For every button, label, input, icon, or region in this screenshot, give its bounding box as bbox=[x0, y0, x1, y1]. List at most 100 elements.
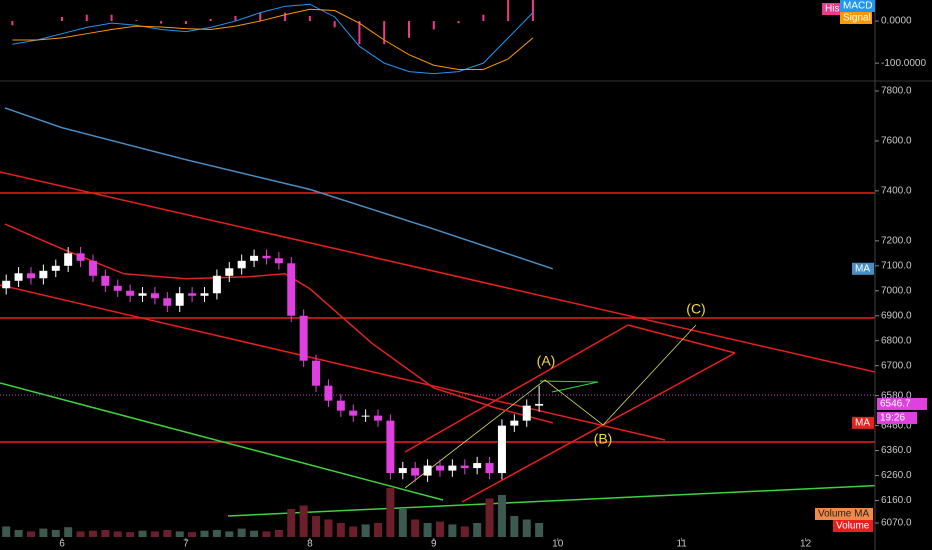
histogram-bar bbox=[209, 18, 212, 22]
channel-line bbox=[627, 324, 736, 354]
price-pane bbox=[2, 107, 553, 537]
volume-bar bbox=[374, 523, 383, 537]
y-tick-label: 6580.0 bbox=[881, 390, 912, 401]
candle-body bbox=[14, 273, 23, 281]
histogram-bar bbox=[184, 21, 187, 24]
axis-label-box bbox=[840, 0, 875, 12]
volume-bar bbox=[212, 530, 221, 537]
volume-bar bbox=[336, 523, 345, 537]
volume-bar bbox=[510, 516, 519, 537]
candle-body bbox=[522, 405, 531, 421]
candle-body bbox=[274, 258, 283, 264]
candle-body bbox=[386, 420, 395, 474]
histogram-bar bbox=[457, 21, 460, 24]
candle-body bbox=[175, 293, 184, 306]
candle-body bbox=[510, 420, 519, 426]
histogram-bar bbox=[135, 20, 138, 22]
y-tick-label: 0.0000 bbox=[881, 16, 912, 27]
volume-bar bbox=[448, 524, 457, 537]
histogram-bar bbox=[482, 14, 485, 22]
trend-line bbox=[0, 171, 875, 373]
histogram-bar bbox=[284, 12, 287, 22]
candle-body bbox=[64, 253, 73, 266]
axis-label-box bbox=[840, 12, 872, 24]
volume-bar bbox=[312, 516, 321, 537]
volume-bar bbox=[188, 532, 197, 537]
volume-bar bbox=[535, 523, 544, 537]
candle-body bbox=[2, 280, 11, 289]
indicator-line bbox=[12, 8, 534, 70]
candle-body bbox=[138, 293, 147, 296]
candle-body bbox=[113, 285, 122, 291]
candle-body bbox=[349, 410, 358, 416]
fork-line bbox=[539, 380, 599, 393]
ma-line bbox=[4, 223, 553, 424]
drawings bbox=[0, 171, 875, 517]
axis-label: Signal bbox=[843, 13, 871, 24]
wave-label: (C) bbox=[686, 301, 705, 317]
volume-bar bbox=[76, 531, 85, 537]
candle-body bbox=[51, 265, 60, 271]
volume-bar bbox=[460, 526, 469, 537]
channel-line bbox=[404, 324, 629, 453]
y-tick-label: 7400.0 bbox=[881, 186, 912, 197]
histogram-bar bbox=[259, 12, 262, 22]
candle-body bbox=[237, 260, 246, 269]
volume-bar bbox=[324, 519, 333, 537]
axis-label: 19:26 bbox=[880, 413, 905, 424]
candle-body bbox=[101, 275, 110, 286]
y-tick-label: 7600.0 bbox=[881, 136, 912, 147]
x-tick-label: 7 bbox=[183, 539, 189, 550]
volume-bar bbox=[64, 527, 73, 537]
candle-body bbox=[398, 468, 407, 474]
volume-bar bbox=[423, 523, 432, 537]
axis-label: Volume MA bbox=[818, 509, 869, 520]
axis-label-box bbox=[815, 508, 873, 520]
candle-body bbox=[485, 463, 494, 474]
histogram-bar bbox=[160, 21, 163, 24]
candle-body bbox=[312, 360, 321, 386]
axis-label-box bbox=[877, 411, 917, 424]
candle-body bbox=[287, 263, 296, 316]
candle-body bbox=[212, 275, 221, 294]
histogram-bar bbox=[358, 21, 361, 45]
indicator-line bbox=[12, 3, 534, 75]
axis-label: His bbox=[825, 4, 839, 15]
candle-body bbox=[39, 270, 48, 279]
volume-bar bbox=[150, 531, 159, 537]
axis-label: MA bbox=[855, 418, 870, 429]
volume-bar bbox=[497, 495, 506, 537]
support-line bbox=[0, 382, 444, 501]
axis-label: 6546.7 bbox=[880, 399, 911, 410]
y-tick-label: 6460.0 bbox=[881, 420, 912, 431]
axis-label-box bbox=[822, 3, 840, 15]
volume-bar bbox=[435, 521, 444, 537]
axis-label-box bbox=[852, 262, 874, 275]
volume-bar bbox=[299, 505, 308, 537]
volume-bar bbox=[274, 530, 283, 537]
x-tick-label: 6 bbox=[59, 539, 65, 550]
y-tick-label: 7000.0 bbox=[881, 285, 912, 296]
histogram-bar bbox=[85, 14, 88, 22]
axis-label-box bbox=[833, 520, 873, 532]
volume-bar bbox=[485, 498, 494, 537]
wave-label: (B) bbox=[594, 431, 613, 447]
channel-line bbox=[461, 352, 736, 503]
histogram-bar bbox=[333, 21, 336, 28]
candle-body bbox=[200, 293, 209, 296]
candle-body bbox=[411, 468, 420, 476]
histogram-bar bbox=[11, 21, 14, 26]
candle-body bbox=[473, 463, 482, 469]
candle-body bbox=[361, 415, 370, 417]
volume-bar bbox=[26, 531, 35, 537]
candle-body bbox=[374, 415, 383, 421]
y-tick-label: 6700.0 bbox=[881, 360, 912, 371]
volume-bar bbox=[14, 530, 23, 537]
wave-label: (A) bbox=[537, 353, 556, 369]
y-tick-label: -100.0000 bbox=[881, 58, 926, 69]
candle-body bbox=[460, 465, 469, 469]
histogram-bar bbox=[60, 16, 63, 22]
volume-bar bbox=[113, 531, 122, 537]
candle-body bbox=[188, 293, 197, 296]
